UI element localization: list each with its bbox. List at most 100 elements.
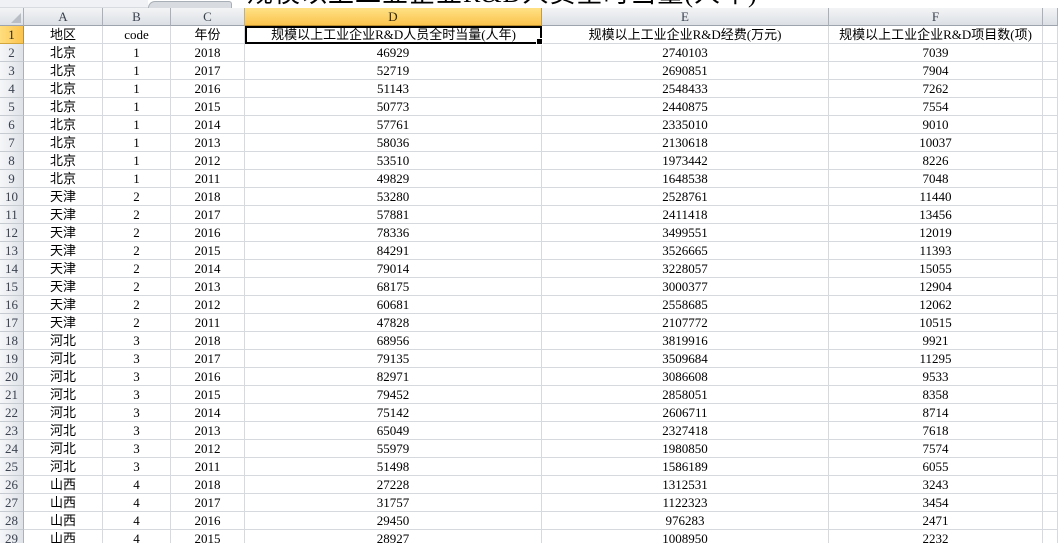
- row-header-19[interactable]: 19: [0, 350, 24, 368]
- column-header-B[interactable]: B: [103, 8, 171, 26]
- cell-D11[interactable]: 57881: [245, 206, 542, 224]
- cell-F10[interactable]: 11440: [829, 188, 1043, 206]
- row-header-24[interactable]: 24: [0, 440, 24, 458]
- cell-B13[interactable]: 2: [103, 242, 171, 260]
- cell-G18[interactable]: [1043, 332, 1058, 350]
- cell-A26[interactable]: 山西: [24, 476, 103, 494]
- row-header-14[interactable]: 14: [0, 260, 24, 278]
- cell-B14[interactable]: 2: [103, 260, 171, 278]
- cell-G7[interactable]: [1043, 134, 1058, 152]
- formula-bar[interactable]: 规模以上工业企业R&D人员全时当量(人年): [0, 0, 1058, 8]
- cell-C20[interactable]: 2016: [171, 368, 245, 386]
- cell-D20[interactable]: 82971: [245, 368, 542, 386]
- cell-B6[interactable]: 1: [103, 116, 171, 134]
- cell-F17[interactable]: 10515: [829, 314, 1043, 332]
- cell-F23[interactable]: 7618: [829, 422, 1043, 440]
- cell-E22[interactable]: 2606711: [542, 404, 829, 422]
- cell-D17[interactable]: 47828: [245, 314, 542, 332]
- cell-G22[interactable]: [1043, 404, 1058, 422]
- cell-A1[interactable]: 地区: [24, 26, 103, 44]
- cell-F22[interactable]: 8714: [829, 404, 1043, 422]
- fill-handle[interactable]: [536, 38, 543, 45]
- cell-G25[interactable]: [1043, 458, 1058, 476]
- cell-B20[interactable]: 3: [103, 368, 171, 386]
- cell-B16[interactable]: 2: [103, 296, 171, 314]
- cell-A9[interactable]: 北京: [24, 170, 103, 188]
- cell-D12[interactable]: 78336: [245, 224, 542, 242]
- cell-G15[interactable]: [1043, 278, 1058, 296]
- cell-B4[interactable]: 1: [103, 80, 171, 98]
- cell-C19[interactable]: 2017: [171, 350, 245, 368]
- cell-D9[interactable]: 49829: [245, 170, 542, 188]
- cell-D24[interactable]: 55979: [245, 440, 542, 458]
- cell-D10[interactable]: 53280: [245, 188, 542, 206]
- cell-D28[interactable]: 29450: [245, 512, 542, 530]
- row-header-28[interactable]: 28: [0, 512, 24, 530]
- cell-F3[interactable]: 7904: [829, 62, 1043, 80]
- cell-C24[interactable]: 2012: [171, 440, 245, 458]
- cell-C27[interactable]: 2017: [171, 494, 245, 512]
- cell-G1[interactable]: [1043, 26, 1058, 44]
- row-header-1[interactable]: 1: [0, 26, 24, 44]
- cell-E18[interactable]: 3819916: [542, 332, 829, 350]
- cell-C2[interactable]: 2018: [171, 44, 245, 62]
- cell-G24[interactable]: [1043, 440, 1058, 458]
- cell-D4[interactable]: 51143: [245, 80, 542, 98]
- cell-C5[interactable]: 2015: [171, 98, 245, 116]
- cell-A5[interactable]: 北京: [24, 98, 103, 116]
- cell-D21[interactable]: 79452: [245, 386, 542, 404]
- cell-D29[interactable]: 28927: [245, 530, 542, 543]
- cell-B27[interactable]: 4: [103, 494, 171, 512]
- row-header-6[interactable]: 6: [0, 116, 24, 134]
- cell-B5[interactable]: 1: [103, 98, 171, 116]
- cell-B12[interactable]: 2: [103, 224, 171, 242]
- cell-C14[interactable]: 2014: [171, 260, 245, 278]
- cell-D15[interactable]: 68175: [245, 278, 542, 296]
- cell-G11[interactable]: [1043, 206, 1058, 224]
- cell-D3[interactable]: 52719: [245, 62, 542, 80]
- cell-B23[interactable]: 3: [103, 422, 171, 440]
- row-header-12[interactable]: 12: [0, 224, 24, 242]
- cell-A15[interactable]: 天津: [24, 278, 103, 296]
- row-header-16[interactable]: 16: [0, 296, 24, 314]
- cell-A7[interactable]: 北京: [24, 134, 103, 152]
- cell-F14[interactable]: 15055: [829, 260, 1043, 278]
- cell-F5[interactable]: 7554: [829, 98, 1043, 116]
- cell-A23[interactable]: 河北: [24, 422, 103, 440]
- cell-E2[interactable]: 2740103: [542, 44, 829, 62]
- cell-B2[interactable]: 1: [103, 44, 171, 62]
- cell-C29[interactable]: 2015: [171, 530, 245, 543]
- cell-E23[interactable]: 2327418: [542, 422, 829, 440]
- cell-G13[interactable]: [1043, 242, 1058, 260]
- cell-C10[interactable]: 2018: [171, 188, 245, 206]
- cell-D22[interactable]: 75142: [245, 404, 542, 422]
- cell-F27[interactable]: 3454: [829, 494, 1043, 512]
- cell-B22[interactable]: 3: [103, 404, 171, 422]
- row-header-5[interactable]: 5: [0, 98, 24, 116]
- cell-E12[interactable]: 3499551: [542, 224, 829, 242]
- cell-A24[interactable]: 河北: [24, 440, 103, 458]
- cell-E1[interactable]: 规模以上工业企业R&D经费(万元): [542, 26, 829, 44]
- cell-B10[interactable]: 2: [103, 188, 171, 206]
- cell-F7[interactable]: 10037: [829, 134, 1043, 152]
- cell-C25[interactable]: 2011: [171, 458, 245, 476]
- cell-C4[interactable]: 2016: [171, 80, 245, 98]
- row-header-3[interactable]: 3: [0, 62, 24, 80]
- cell-D13[interactable]: 84291: [245, 242, 542, 260]
- cell-E21[interactable]: 2858051: [542, 386, 829, 404]
- column-header-A[interactable]: A: [24, 8, 103, 26]
- cell-B7[interactable]: 1: [103, 134, 171, 152]
- cell-C9[interactable]: 2011: [171, 170, 245, 188]
- cell-B15[interactable]: 2: [103, 278, 171, 296]
- cell-A10[interactable]: 天津: [24, 188, 103, 206]
- cell-G12[interactable]: [1043, 224, 1058, 242]
- cell-B29[interactable]: 4: [103, 530, 171, 543]
- row-header-7[interactable]: 7: [0, 134, 24, 152]
- cell-A22[interactable]: 河北: [24, 404, 103, 422]
- cell-G26[interactable]: [1043, 476, 1058, 494]
- cell-A29[interactable]: 山西: [24, 530, 103, 543]
- column-header-E[interactable]: E: [542, 8, 829, 26]
- cell-E4[interactable]: 2548433: [542, 80, 829, 98]
- cell-E7[interactable]: 2130618: [542, 134, 829, 152]
- cell-G10[interactable]: [1043, 188, 1058, 206]
